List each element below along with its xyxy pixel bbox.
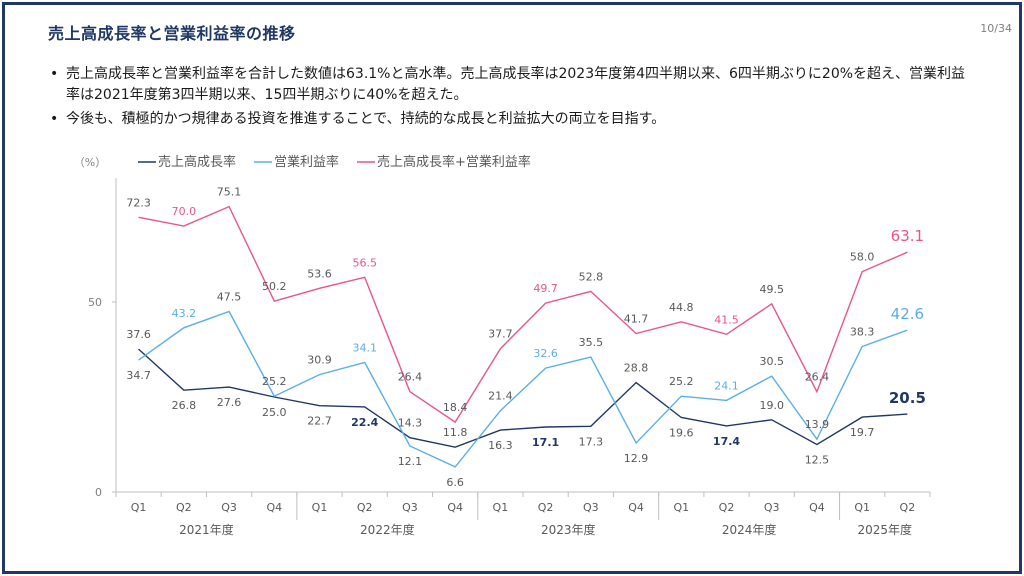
- data-label: 38.3: [850, 325, 875, 338]
- data-label: 41.7: [624, 313, 649, 326]
- data-label: 19.7: [850, 426, 875, 439]
- x-tick-label: Q1: [312, 501, 328, 514]
- data-label: 58.0: [850, 251, 875, 264]
- x-tick-label: Q3: [583, 501, 599, 514]
- x-tick-label: Q4: [809, 501, 825, 514]
- data-label: 25.2: [669, 375, 694, 388]
- data-label: 41.5: [714, 313, 739, 326]
- data-label: 28.8: [624, 362, 649, 375]
- data-label: 13.9: [805, 418, 830, 431]
- data-label: 22.4: [351, 416, 378, 429]
- data-label: 19.6: [669, 427, 694, 440]
- x-tick-label: Q3: [402, 501, 418, 514]
- y-tick-label: 50: [88, 296, 102, 309]
- data-label: 25.2: [262, 375, 287, 388]
- year-group-label: 2021年度: [179, 522, 234, 537]
- x-tick-label: Q4: [447, 501, 463, 514]
- data-label: 21.4: [488, 390, 513, 403]
- x-tick-label: Q2: [900, 501, 916, 514]
- data-label: 17.3: [579, 435, 604, 448]
- x-tick-label: Q2: [357, 501, 373, 514]
- x-tick-label: Q2: [176, 501, 192, 514]
- data-label: 26.4: [805, 371, 830, 384]
- data-label: 75.1: [217, 186, 242, 199]
- series-line: [138, 205, 908, 424]
- bullet-item: 今後も、積極的かつ規律ある投資を推進することで、持続的な成長と利益拡大の両立を目…: [48, 109, 968, 130]
- x-tick-label: Q1: [131, 501, 147, 514]
- x-tick-label: Q3: [221, 501, 237, 514]
- data-label: 37.7: [488, 328, 513, 341]
- data-label: 49.5: [759, 283, 784, 296]
- y-unit-label: （%）: [74, 156, 106, 169]
- data-label: 17.1: [532, 436, 559, 449]
- data-label: 12.1: [398, 455, 423, 468]
- data-label: 37.6: [126, 328, 151, 341]
- series-line: [138, 348, 908, 448]
- data-label: 44.8: [669, 301, 694, 314]
- data-label: 19.0: [759, 399, 784, 412]
- bullet-item: 売上高成長率と営業利益率を合計した数値は63.1%と高水準。売上高成長率は202…: [48, 64, 968, 106]
- year-group-label: 2025年度: [858, 522, 913, 537]
- data-label: 12.5: [805, 454, 830, 467]
- data-label: 22.7: [307, 415, 332, 428]
- x-tick-label: Q3: [764, 501, 780, 514]
- bullet-list: 売上高成長率と営業利益率を合計した数値は63.1%と高水準。売上高成長率は202…: [48, 64, 968, 133]
- year-group-label: 2022年度: [360, 522, 415, 537]
- data-label: 30.9: [307, 354, 332, 367]
- x-tick-label: Q4: [628, 501, 644, 514]
- page-number: 10/34: [980, 22, 1012, 35]
- data-label: 11.8: [443, 426, 468, 439]
- data-label: 56.5: [352, 256, 377, 269]
- data-label: 63.1: [891, 227, 924, 245]
- data-label: 26.4: [398, 371, 423, 384]
- data-label: 34.1: [352, 341, 377, 354]
- y-tick-label: 0: [95, 486, 102, 499]
- data-label: 12.9: [624, 452, 649, 465]
- series-line: [138, 310, 908, 468]
- data-label: 52.8: [579, 270, 604, 283]
- data-label: 24.1: [714, 379, 739, 392]
- legend-label: 売上高成長率+営業利益率: [377, 154, 531, 170]
- data-label: 30.5: [759, 355, 784, 368]
- data-label: 47.5: [217, 291, 242, 304]
- data-label: 20.5: [889, 389, 926, 407]
- data-label: 70.0: [172, 205, 197, 218]
- data-label: 17.4: [713, 435, 740, 448]
- data-label: 26.8: [172, 399, 197, 412]
- x-tick-label: Q2: [538, 501, 554, 514]
- data-label: 50.2: [262, 280, 287, 293]
- x-tick-label: Q1: [493, 501, 509, 514]
- x-tick-label: Q1: [854, 501, 870, 514]
- data-label: 49.7: [533, 282, 558, 295]
- data-label: 18.4: [443, 401, 468, 414]
- data-label: 14.3: [398, 417, 423, 430]
- legend-label: 売上高成長率: [158, 154, 236, 170]
- data-label: 43.2: [172, 307, 197, 320]
- x-tick-label: Q1: [673, 501, 689, 514]
- x-tick-label: Q4: [266, 501, 282, 514]
- data-label: 35.5: [579, 336, 604, 349]
- data-label: 25.0: [262, 406, 287, 419]
- data-label: 27.6: [217, 396, 242, 409]
- data-label: 6.6: [446, 476, 464, 489]
- data-label: 34.7: [126, 369, 151, 382]
- year-group-label: 2023年度: [541, 522, 596, 537]
- data-label: 16.3: [488, 439, 513, 452]
- page-title: 売上高成長率と営業利益率の推移: [48, 24, 296, 43]
- data-label: 32.6: [533, 347, 558, 360]
- data-label: 42.6: [891, 305, 924, 323]
- year-group-label: 2024年度: [722, 522, 777, 537]
- data-label: 53.6: [307, 267, 332, 280]
- x-tick-label: Q2: [719, 501, 735, 514]
- data-label: 72.3: [126, 196, 151, 209]
- legend-label: 営業利益率: [274, 154, 339, 170]
